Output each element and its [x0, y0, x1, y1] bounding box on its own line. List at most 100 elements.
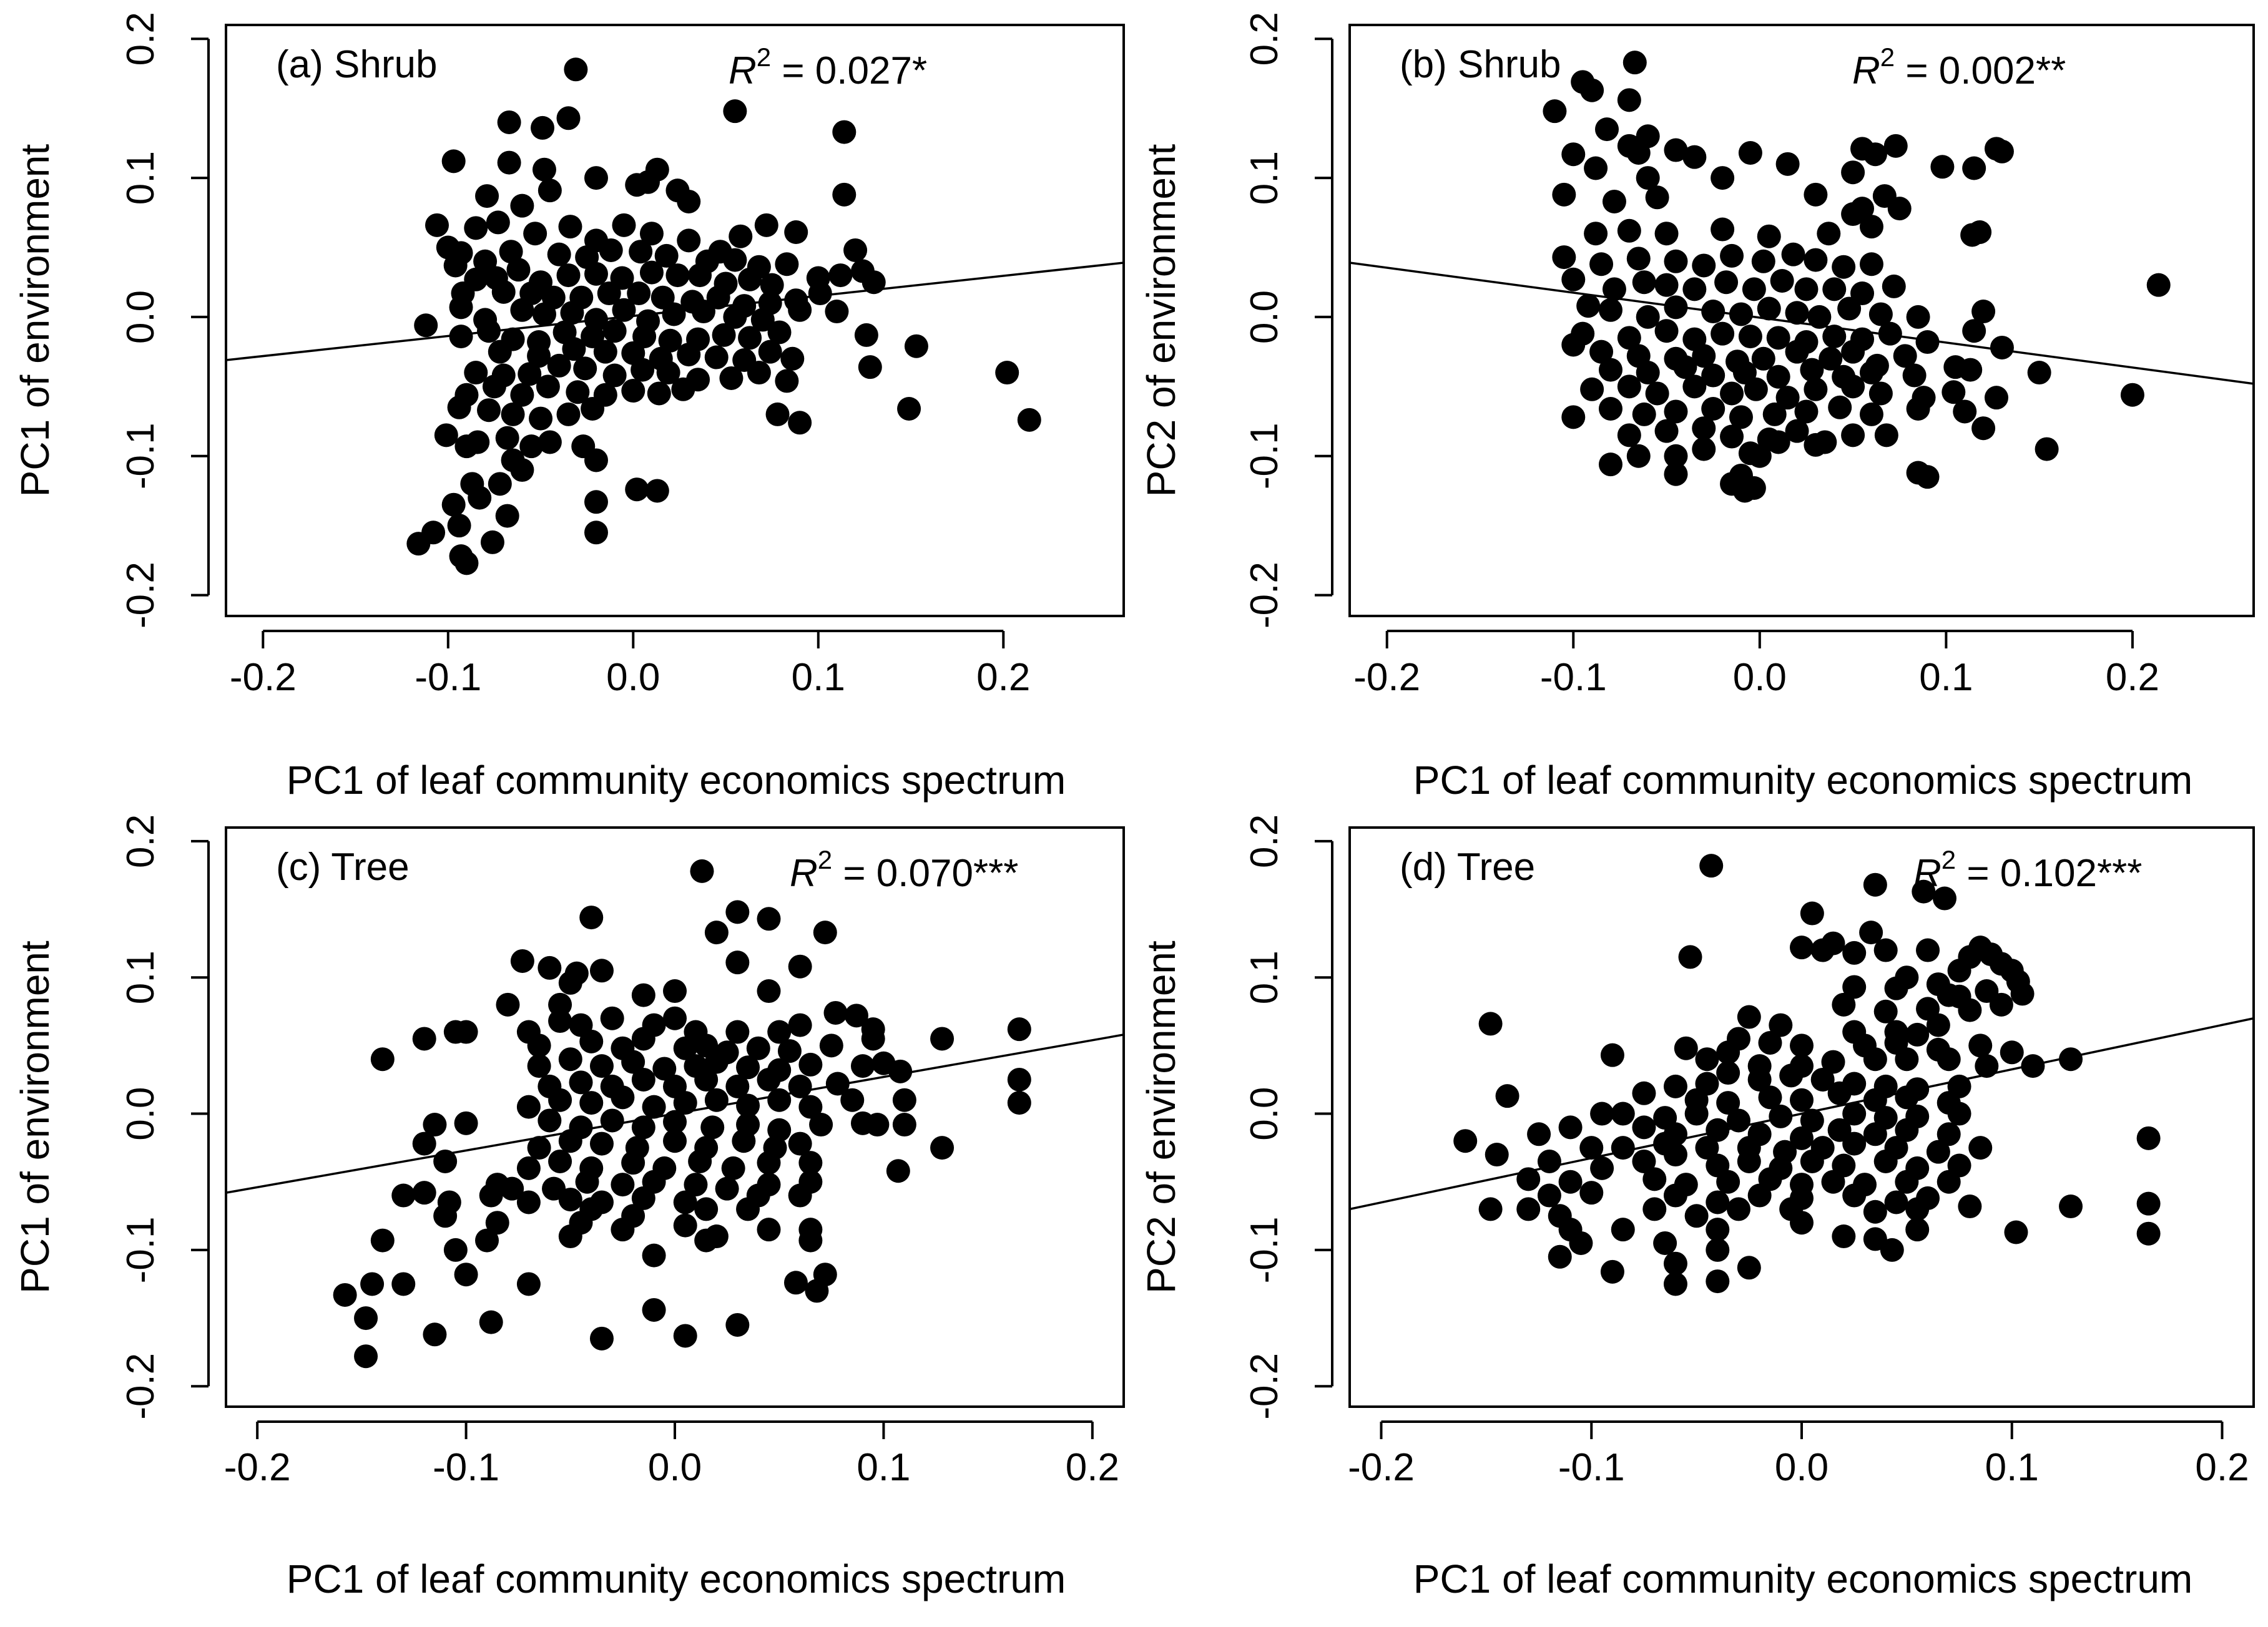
data-point: [1600, 1043, 1624, 1067]
data-point: [673, 1213, 697, 1238]
data-point: [1837, 296, 1862, 321]
data-point: [488, 472, 512, 496]
x-axis-label: PC1 of leaf community economics spectrum: [1413, 758, 2192, 803]
data-point: [691, 300, 715, 324]
x-tick-label: 0.2: [1066, 1446, 1119, 1489]
regression-line: [1350, 1017, 2254, 1211]
r-squared-annotation: R2 = 0.070***: [790, 845, 1018, 895]
data-point: [1790, 1033, 1814, 1058]
x-tick-label: 0.1: [792, 656, 845, 699]
data-point: [1682, 145, 1707, 169]
data-point: [602, 319, 627, 343]
data-point: [757, 979, 781, 1004]
data-point: [584, 490, 608, 514]
data-point: [1664, 138, 1688, 162]
data-point: [443, 1020, 468, 1044]
data-point: [441, 492, 466, 517]
data-point: [1664, 444, 1688, 468]
data-point: [1654, 222, 1679, 246]
data-point: [1757, 296, 1781, 321]
data-point: [825, 300, 849, 324]
data-point: [360, 1272, 385, 1296]
data-point: [888, 1059, 913, 1083]
data-point: [558, 215, 582, 239]
data-point: [406, 532, 431, 556]
data-point: [510, 949, 534, 973]
data-point: [723, 305, 747, 329]
data-point: [631, 983, 655, 1007]
data-point: [1947, 1102, 1971, 1126]
data-point: [1747, 1183, 1772, 1208]
data-point: [780, 346, 805, 371]
data-point: [581, 396, 605, 421]
data-point: [777, 1039, 802, 1063]
data-point: [788, 1013, 812, 1037]
data-point: [654, 243, 679, 268]
data-point: [1873, 1149, 1898, 1173]
data-point: [621, 1151, 646, 1175]
data-point: [1794, 277, 1819, 301]
data-point: [1800, 1149, 1824, 1173]
data-point: [562, 337, 586, 361]
data-point: [625, 477, 649, 502]
data-point: [1971, 300, 1996, 324]
data-point: [558, 970, 582, 995]
data-point: [1663, 1143, 1687, 1167]
data-point: [694, 1197, 719, 1221]
data-point: [441, 149, 466, 173]
data-point: [482, 374, 506, 399]
data-point: [1984, 386, 2008, 410]
r-value: = 0.002**: [1895, 49, 2066, 92]
y-axis-label: PC2 of environment: [1139, 144, 1184, 497]
data-point: [767, 320, 792, 344]
r-value: = 0.027*: [771, 49, 927, 92]
data-point: [527, 1136, 551, 1160]
data-point: [704, 1088, 729, 1112]
data-point: [486, 210, 510, 235]
data-point: [788, 411, 812, 435]
y-tick-label: 0.2: [119, 814, 162, 868]
data-point: [725, 950, 750, 975]
data-point: [518, 362, 542, 386]
data-point: [892, 1113, 916, 1137]
data-point: [1781, 242, 1805, 266]
data-point: [2059, 1047, 2083, 1072]
data-point: [1663, 1272, 1687, 1296]
data-point: [2136, 1221, 2161, 1246]
data-point: [423, 1113, 447, 1137]
data-point: [1822, 325, 1847, 349]
data-point: [747, 361, 771, 385]
data-point: [1617, 326, 1641, 350]
data-point: [479, 1310, 503, 1334]
data-point: [904, 334, 928, 358]
data-point: [1874, 423, 1898, 447]
data-point: [333, 1283, 357, 1307]
r-squared-annotation: R2 = 0.027*: [729, 42, 927, 92]
data-point: [862, 270, 886, 295]
r-symbol: R: [790, 852, 818, 895]
data-point: [547, 242, 571, 266]
data-point: [1832, 255, 1856, 279]
data-point: [704, 1050, 729, 1074]
data-point: [819, 1033, 843, 1058]
data-point: [767, 1118, 792, 1142]
data-point: [479, 1183, 503, 1208]
plot-frame: [225, 826, 1125, 1408]
data-point: [464, 216, 488, 240]
data-point: [897, 396, 921, 421]
data-point: [1895, 1170, 1919, 1194]
data-point: [1790, 1088, 1814, 1112]
data-point: [447, 395, 471, 419]
data-point: [1552, 245, 1576, 270]
data-point: [423, 1322, 447, 1347]
data-point: [1968, 1136, 1993, 1160]
x-tick-label: -0.2: [1348, 1446, 1415, 1489]
data-point: [715, 1176, 739, 1201]
data-point: [723, 248, 747, 272]
y-tick-label: 0.2: [1243, 814, 1286, 868]
data-point: [558, 1224, 582, 1249]
data-point: [677, 189, 701, 213]
data-point: [1663, 1251, 1687, 1276]
data-point: [840, 1088, 865, 1112]
r-symbol: R: [1852, 49, 1880, 92]
